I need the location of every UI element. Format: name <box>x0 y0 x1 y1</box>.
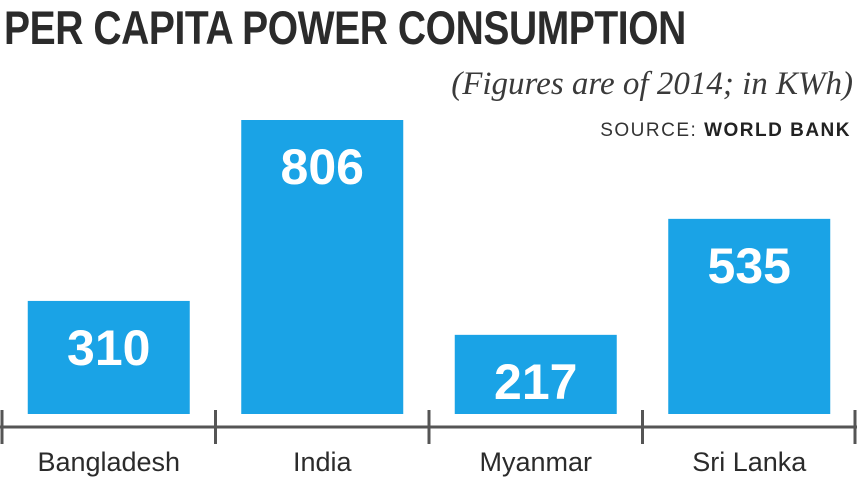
bar-myanmar <box>454 334 617 414</box>
source-line: SOURCE: WORLD BANK <box>600 120 851 142</box>
x-tick-label: Sri Lanka <box>692 447 807 477</box>
data-label: 310 <box>67 320 150 376</box>
chart-title: PER CAPITA POWER CONSUMPTION <box>4 1 686 54</box>
source-label: SOURCE: <box>600 120 698 141</box>
x-tick-label: Myanmar <box>479 447 592 477</box>
source-name: WORLD BANK <box>704 120 851 141</box>
data-label: 806 <box>281 139 364 195</box>
bar-bangladesh <box>27 300 190 414</box>
bar-india <box>241 120 404 414</box>
x-tick-label: Bangladesh <box>37 447 180 477</box>
bar-sri-lanka <box>668 218 831 414</box>
data-label: 217 <box>494 354 577 410</box>
data-label: 535 <box>708 238 791 294</box>
x-tick-label: India <box>293 447 353 477</box>
chart-subtitle: (Figures are of 2014; in KWh) <box>451 66 853 102</box>
